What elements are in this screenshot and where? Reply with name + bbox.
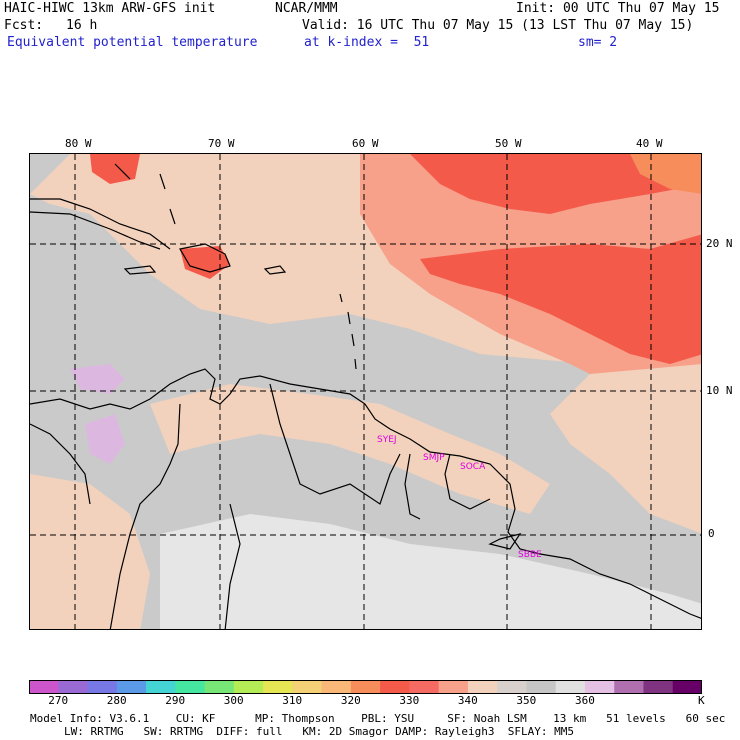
colorbar-tick-label: 310 [282, 694, 303, 707]
colorbar-swatch [409, 680, 440, 694]
field-red-north [410, 154, 701, 214]
field-white-south [160, 514, 701, 629]
lat-label-0: 0 [708, 527, 715, 540]
colorbar-swatch [263, 680, 293, 694]
colorbar-swatch [321, 680, 352, 694]
colorbar-swatch [29, 680, 59, 694]
colorbar-tick-label: 330 [399, 694, 420, 707]
field-peach-southwest [30, 474, 150, 629]
colorbar-swatch [526, 680, 557, 694]
lon-label-50w: 50 W [495, 137, 522, 150]
colorbar-tick-label: 320 [340, 694, 361, 707]
colorbar-tick-label: 350 [516, 694, 537, 707]
org-label: NCAR/MMM [275, 1, 338, 16]
level-label: at k-index = 51 [304, 35, 430, 50]
station-label-syej: SYEJ [377, 435, 397, 445]
forecast-label: Fcst: [4, 18, 44, 33]
colorbar-tick-label: 360 [575, 694, 595, 707]
coastlines [30, 163, 701, 629]
colorbar-swatch [87, 680, 118, 694]
field-red-east [420, 234, 701, 364]
colorbar [29, 680, 702, 694]
field-orange-corner [630, 154, 701, 194]
model-info-line2: LW: RRTMG SW: RRTMG DIFF: full KM: 2D Sm… [64, 725, 574, 738]
forecast-hours: 16 h [66, 18, 98, 33]
field-purple-patch-2 [85, 414, 125, 464]
station-label-soca: SOCA [460, 462, 486, 472]
colorbar-border [29, 680, 702, 694]
colorbar-units: K [698, 694, 705, 707]
colorbar-swatch [584, 680, 615, 694]
map-canvas: SYEJ SMJP SOCA SBBE [30, 154, 701, 629]
station-label-smjp: SMJP [423, 453, 445, 463]
colorbar-tick-label: 340 [457, 694, 478, 707]
lat-label-10n: 10 N [706, 384, 733, 397]
colorbar-tick-label: 280 [106, 694, 127, 707]
lon-label-80w: 80 W [65, 137, 92, 150]
graticule [30, 154, 701, 629]
map-panel: SYEJ SMJP SOCA SBBE [29, 153, 702, 630]
colorbar-swatch [146, 680, 176, 694]
station-label-sbbe: SBBE [518, 550, 542, 560]
init-time: Init: 00 UTC Thu 07 May 15 [516, 1, 720, 16]
colorbar-swatch [116, 680, 147, 694]
lon-label-60w: 60 W [352, 137, 379, 150]
colorbar-swatch [175, 680, 206, 694]
colorbar-swatch [380, 680, 410, 694]
colorbar-swatch [58, 680, 89, 694]
colorbar-tick-label: 300 [223, 694, 244, 707]
colorbar-tick-label: 290 [165, 694, 186, 707]
field-name: Equivalent potential temperature [7, 35, 258, 50]
colorbar-swatch [292, 680, 323, 694]
field-red-hispaniola [180, 246, 230, 279]
valid-time: Valid: 16 UTC Thu 07 May 15 (13 LST Thu … [302, 18, 694, 33]
field-purple-patch-1 [70, 364, 125, 394]
field-peach-land [150, 384, 550, 514]
colorbar-swatch [497, 680, 527, 694]
model-title: HAIC-HIWC 13km ARW-GFS init [4, 1, 216, 16]
colorbar-swatch [350, 680, 381, 694]
colorbar-swatch [233, 680, 264, 694]
colorbar-tick-label: 270 [48, 694, 69, 707]
colorbar-swatch [438, 680, 469, 694]
lat-label-20n: 20 N [706, 237, 733, 250]
station-labels: SYEJ SMJP SOCA SBBE [377, 435, 542, 560]
field-peach-east [550, 364, 701, 534]
colorbar-swatch [614, 680, 644, 694]
lon-label-40w: 40 W [636, 137, 663, 150]
colorbar-swatch [672, 680, 702, 694]
colorbar-swatches [29, 680, 702, 694]
colorbar-swatch [467, 680, 498, 694]
colorbar-swatch [555, 680, 586, 694]
colorbar-swatch [204, 680, 235, 694]
smoothing-label: sm= 2 [578, 35, 618, 50]
lon-label-70w: 70 W [208, 137, 235, 150]
colorbar-swatch [643, 680, 674, 694]
model-info-line1: Model Info: V3.6.1 CU: KF MP: Thompson P… [30, 712, 726, 725]
